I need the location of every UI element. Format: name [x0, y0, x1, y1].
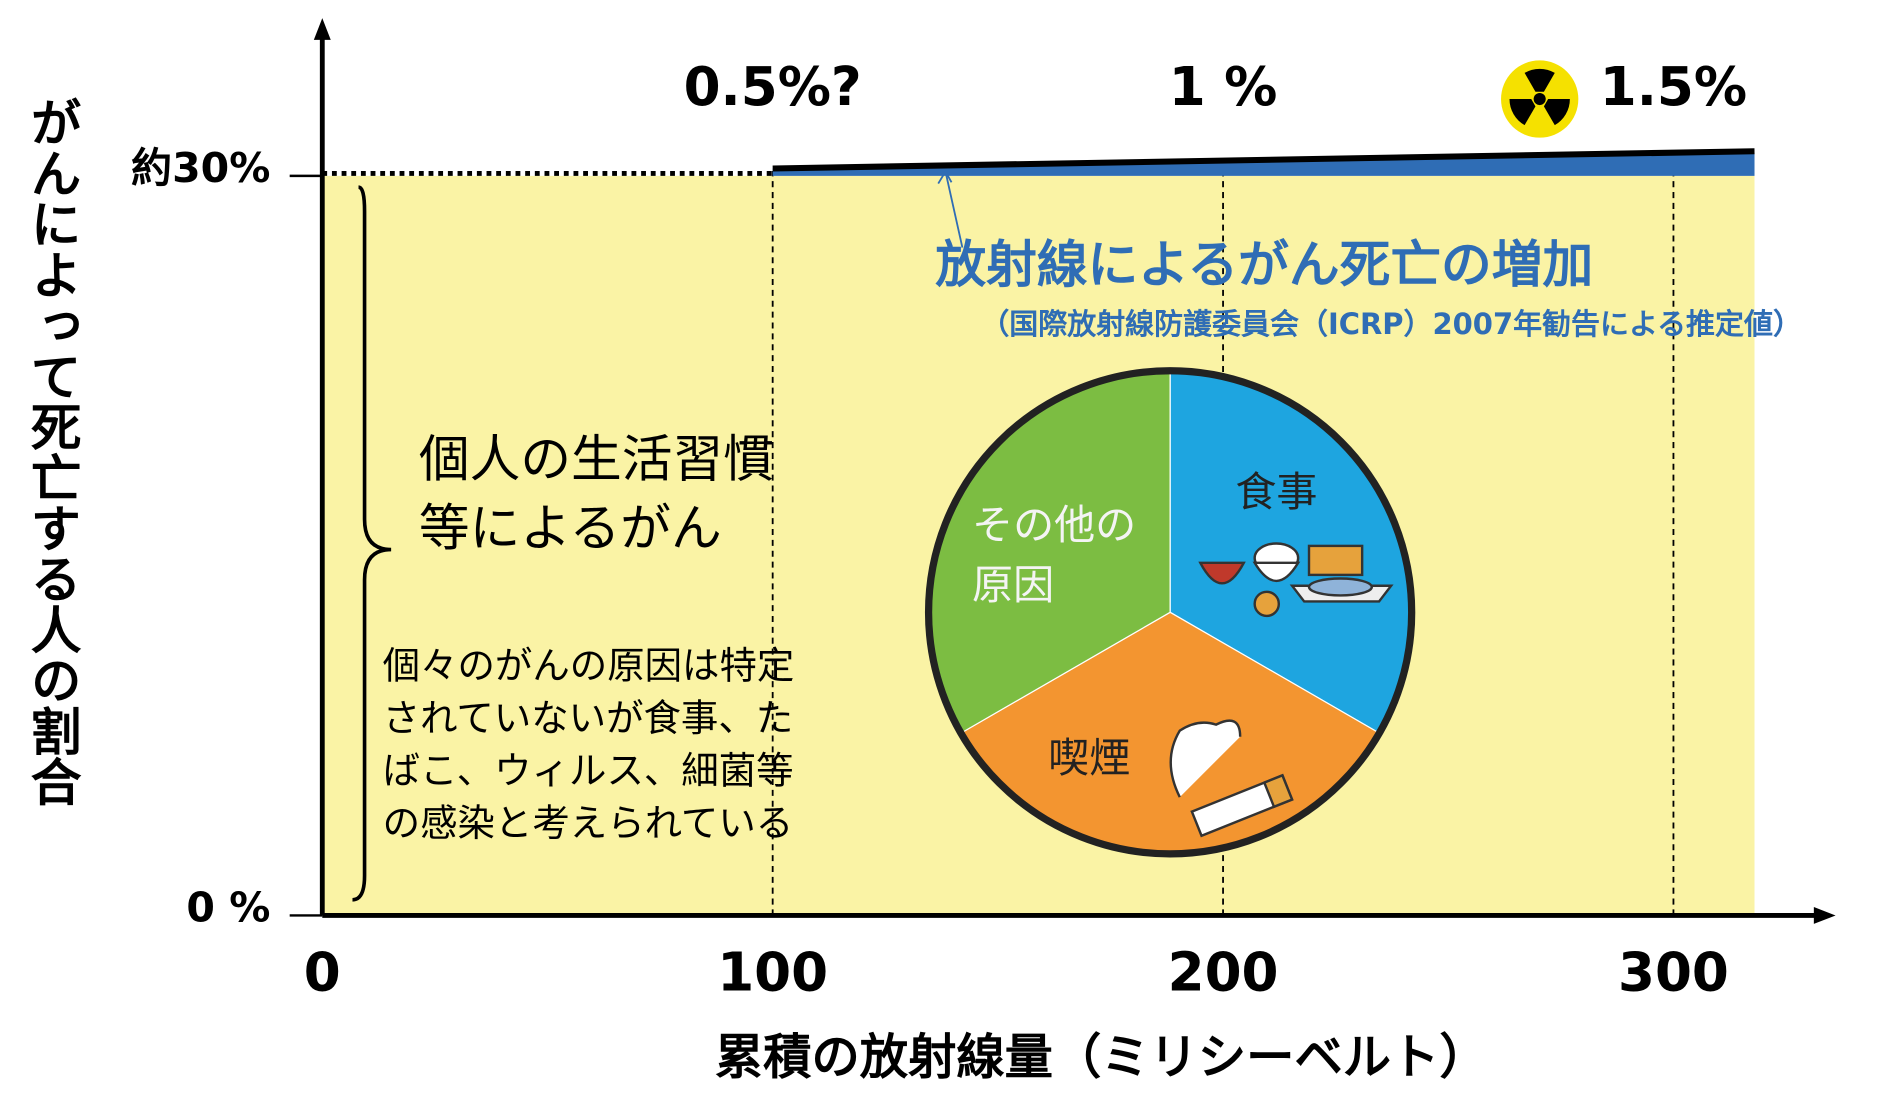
annotation: 1.5%: [1600, 56, 1747, 118]
note-line: 個々のがんの原因は特定: [383, 643, 795, 687]
fish: [1309, 579, 1372, 596]
x-tick-label: 0: [304, 941, 341, 1003]
x-axis-arrow: [1814, 907, 1836, 924]
x-tick-label: 300: [1618, 941, 1729, 1003]
page: がんによって死亡する人の割合 累積の放射線量（ミリシーベルト） 0 100 200 3…: [0, 0, 1897, 1093]
note-line: されていないが食事、た: [383, 696, 794, 740]
radiation-icon: [1501, 60, 1578, 137]
series-label: 放射線によるがん死亡の増加: [935, 235, 1593, 294]
x-axis-title: 累積の放射線量（ミリシーベルト）: [715, 1029, 1488, 1085]
annotation: 0.5%?: [684, 56, 862, 118]
x-tick-label: 200: [1168, 941, 1279, 1003]
y-axis-arrow: [314, 18, 331, 40]
pie-label: 喫煙: [1048, 734, 1130, 782]
y-tick-label: 0 %: [186, 884, 270, 932]
dish: [1255, 592, 1279, 616]
radiation-core: [1534, 93, 1546, 105]
annotation: 1 %: [1169, 56, 1278, 118]
y-axis-title: がんによって死亡する人の割合: [22, 96, 81, 806]
y-tick-label: 約30%: [131, 144, 270, 192]
note-line: ばこ、ウィルス、細菌等: [383, 748, 794, 792]
chart: がんによって死亡する人の割合 累積の放射線量（ミリシーベルト） 0 100 200 3…: [0, 0, 1897, 1093]
pie-label: 食事: [1235, 468, 1317, 516]
note-line: の感染と考えられている: [383, 801, 794, 845]
box: [1309, 546, 1362, 575]
x-tick-label: 100: [717, 941, 828, 1003]
series-note: （国際放射線防護委員会（ICRP）2007年勧告による推定値）: [980, 307, 1802, 341]
